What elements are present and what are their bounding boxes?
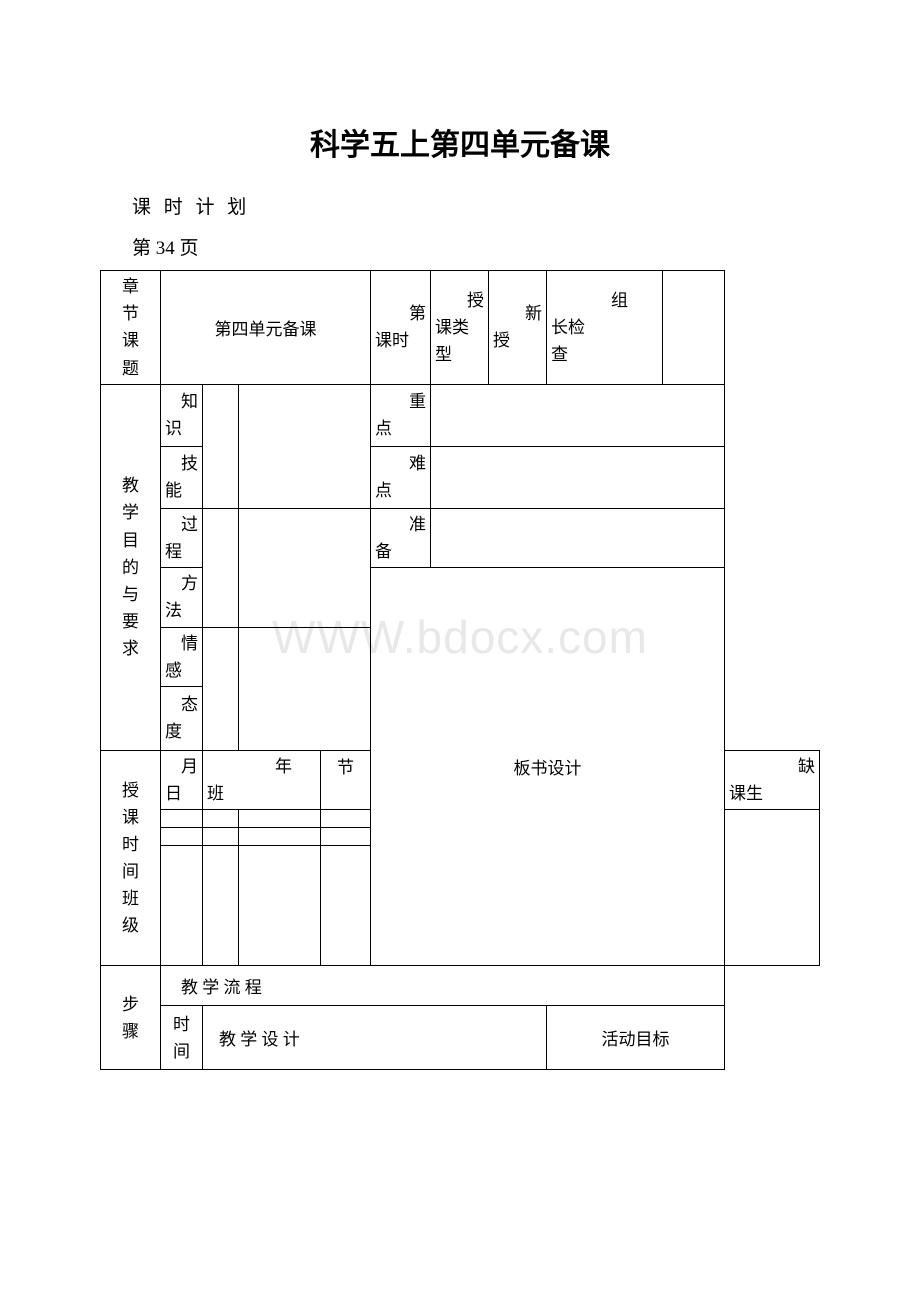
table-cell xyxy=(725,810,820,966)
emotion-attitude-value xyxy=(203,627,239,750)
emotion-label: 情感 xyxy=(161,627,203,686)
table-cell xyxy=(239,828,321,846)
process-method-value2 xyxy=(239,508,371,627)
table-cell xyxy=(321,846,371,966)
section-label: 节 xyxy=(321,750,371,809)
knowledge-skill-value2 xyxy=(239,384,371,508)
process-method-value xyxy=(203,508,239,627)
table-cell xyxy=(161,846,203,966)
teach-design-label: 教 学 设 计 xyxy=(203,1006,547,1070)
class-type-label: 授课类型 xyxy=(431,271,489,385)
page-title: 科学五上第四单元备课 xyxy=(100,120,820,164)
teach-goal-label: 教学目的与要求 xyxy=(101,384,161,750)
table-cell xyxy=(321,810,371,828)
new-teach-cell: 新授 xyxy=(489,271,547,385)
prepare-label: 准备 xyxy=(371,508,431,567)
group-check-label: 组长检查 xyxy=(547,271,663,385)
prepare-value xyxy=(431,508,725,567)
document-content: 科学五上第四单元备课 课 时 计 划 第 34 页 章节课题 第四单元备课 第课… xyxy=(100,120,820,1070)
teach-flow-label: 教 学 流 程 xyxy=(161,966,725,1006)
difficulty-value xyxy=(431,446,725,508)
lesson-plan-table: 章节课题 第四单元备课 第课时 授课类型 新授 组长检查 教学目的与要求 知识 xyxy=(100,270,820,1070)
period-label: 第课时 xyxy=(371,271,431,385)
step-label: 步骤 xyxy=(101,966,161,1070)
table-cell xyxy=(203,828,239,846)
chapter-topic-label: 章节课题 xyxy=(101,271,161,385)
table-cell xyxy=(161,810,203,828)
process-label: 过程 xyxy=(161,508,203,567)
plan-subtitle: 课 时 计 划 xyxy=(132,192,820,219)
difficulty-label: 难点 xyxy=(371,446,431,508)
keypoint-value xyxy=(431,384,725,446)
table-cell xyxy=(203,810,239,828)
table-cell xyxy=(239,810,321,828)
table-cell xyxy=(239,846,321,966)
activity-goal-label: 活动目标 xyxy=(547,1006,725,1070)
time-label: 时间 xyxy=(161,1006,203,1070)
table-cell xyxy=(203,846,239,966)
month-day-label: 月日 xyxy=(161,750,203,809)
table-cell xyxy=(161,828,203,846)
method-label: 方法 xyxy=(161,568,203,627)
knowledge-skill-value xyxy=(203,384,239,508)
table-cell xyxy=(321,828,371,846)
skill-label: 技能 xyxy=(161,446,203,508)
teach-time-class-label: 授课时间班级 xyxy=(101,750,161,965)
emotion-attitude-value2 xyxy=(239,627,371,750)
year-class-label: 年班 xyxy=(203,750,321,809)
attitude-label: 态度 xyxy=(161,686,203,750)
board-design-cell: 板书设计 xyxy=(371,568,725,966)
knowledge-label: 知识 xyxy=(161,384,203,446)
unit-name-cell: 第四单元备课 xyxy=(161,271,371,385)
group-check-value xyxy=(663,271,725,385)
keypoint-label: 重点 xyxy=(371,384,431,446)
page-number-line: 第 34 页 xyxy=(132,233,820,260)
absent-label: 缺课生 xyxy=(725,750,820,809)
